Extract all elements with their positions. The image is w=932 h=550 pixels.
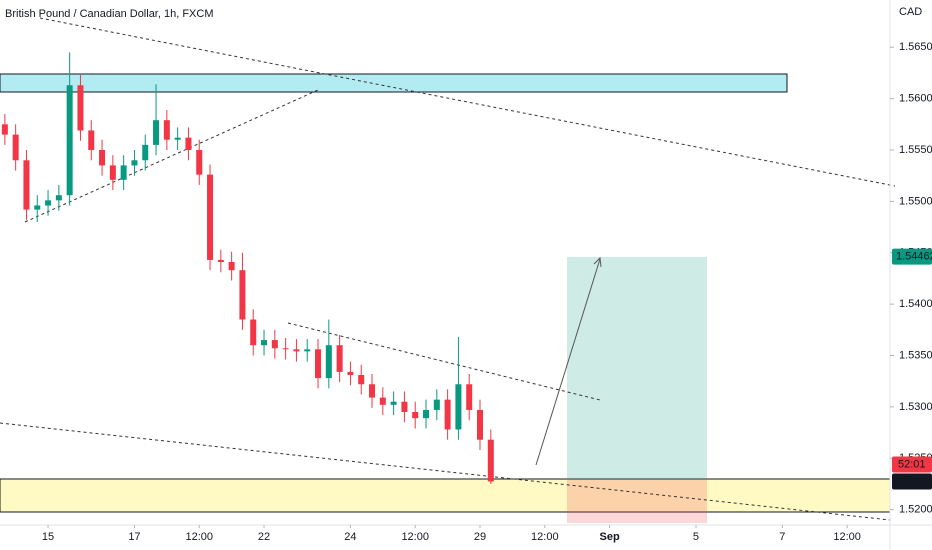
candle-body	[261, 340, 268, 346]
candle-body	[347, 371, 354, 375]
candle-body	[120, 165, 127, 180]
candle-body	[131, 160, 138, 166]
candle-body	[390, 401, 397, 405]
candle-body	[239, 270, 246, 320]
x-tick-label: 12:00	[833, 531, 861, 543]
trend-line	[0, 422, 891, 521]
candle-body	[250, 319, 257, 346]
candle-body	[358, 375, 365, 385]
price-label: 1.52274	[896, 475, 932, 487]
candle-body	[1, 124, 8, 135]
y-tick-label: 1.53000	[899, 401, 932, 413]
trend-line	[287, 322, 601, 401]
candle-body	[88, 130, 95, 150]
candle-body	[142, 144, 149, 161]
x-tick-label: 29	[474, 531, 486, 543]
price-label-box	[892, 248, 932, 265]
candle-body	[336, 345, 343, 372]
x-tick-label: 12:00	[401, 531, 429, 543]
candle-body	[293, 349, 300, 352]
candle-body	[228, 261, 235, 271]
candle-body	[77, 85, 84, 131]
x-tick-label: 12:00	[531, 531, 559, 543]
candle-body	[163, 120, 170, 140]
candle-body	[282, 348, 289, 350]
candle-body	[304, 349, 311, 352]
candle-body	[423, 409, 430, 419]
x-tick-label: 24	[344, 531, 356, 543]
candle-body	[153, 120, 160, 145]
candle-body	[444, 399, 451, 430]
candle-body	[196, 150, 203, 175]
candle-body	[34, 205, 41, 210]
candle-body	[315, 349, 322, 379]
candle-body	[477, 409, 484, 440]
loss-zone	[567, 479, 707, 523]
y-tick-label: 1.53500	[899, 349, 932, 361]
x-tick-label: 7	[779, 531, 785, 543]
candle-body	[99, 150, 106, 166]
arrow-head	[593, 256, 602, 268]
y-tick-label: 1.56500	[899, 41, 932, 53]
price-label: 1.54462	[896, 251, 932, 263]
y-tick-label: 1.55000	[899, 195, 932, 207]
x-tick-label: 12:00	[185, 531, 213, 543]
candle-body	[185, 137, 192, 150]
price-label-box	[892, 473, 932, 490]
candle-body	[379, 397, 386, 405]
candle-body	[369, 384, 376, 398]
chart-title: British Pound / Canadian Dollar, 1h, FXC…	[5, 8, 214, 20]
candle-body	[487, 439, 494, 482]
candle-body	[455, 384, 462, 430]
countdown: 52:01	[898, 458, 926, 470]
candle-body	[217, 259, 224, 262]
candle-body	[174, 137, 181, 140]
candle-body	[55, 195, 62, 201]
trend-line	[39, 17, 896, 187]
candle-body	[66, 85, 73, 196]
x-tick-label: 22	[258, 531, 270, 543]
candle-body	[207, 174, 214, 260]
candle-body	[109, 165, 116, 180]
x-tick-label: 17	[128, 531, 140, 543]
candle-body	[12, 134, 19, 161]
currency-label: CAD	[899, 6, 922, 18]
candle-body	[433, 399, 440, 410]
resistance-zone	[0, 73, 788, 93]
support-zone	[0, 478, 891, 513]
candle-body	[412, 411, 419, 419]
y-tick-label: 1.56000	[899, 93, 932, 105]
y-tick-label: 1.52000	[899, 503, 932, 515]
candle-body	[466, 384, 473, 410]
countdown-box	[892, 456, 932, 473]
projection-arrow	[535, 258, 601, 466]
x-tick-label: Sep	[599, 531, 619, 543]
x-tick-label: 5	[693, 531, 699, 543]
candle-body	[45, 200, 52, 206]
candle-body	[325, 345, 332, 379]
profit-zone	[567, 257, 707, 479]
candle-body	[271, 340, 278, 349]
candle-body	[401, 401, 408, 412]
x-tick-label: 15	[42, 531, 54, 543]
y-tick-label: 1.55500	[899, 144, 932, 156]
candle-body	[23, 160, 30, 210]
y-tick-label: 1.54000	[899, 298, 932, 310]
